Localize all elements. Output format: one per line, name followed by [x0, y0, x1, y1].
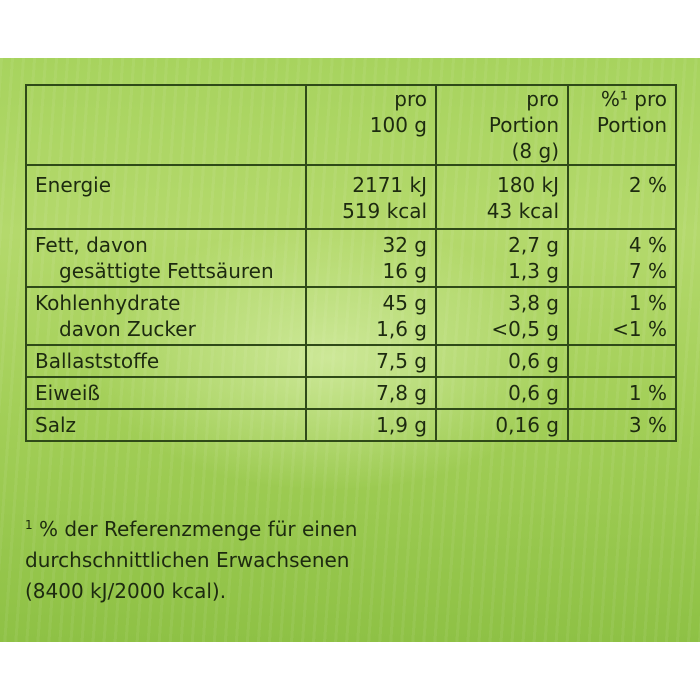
- cell-per-100g: 7,5 g: [305, 344, 437, 378]
- table-row-fett: Fett, davon gesättigte Fettsäuren 32 g 1…: [25, 228, 677, 288]
- row-label-line: Energie: [35, 173, 112, 197]
- row-label: Ballaststoffe: [25, 344, 307, 378]
- row-label: Eiweiß: [25, 376, 307, 410]
- row-label-line: Salz: [35, 413, 77, 437]
- cell-value: 7,5 g: [376, 349, 427, 373]
- header-line: %¹ pro: [600, 87, 667, 111]
- cell-value: 2 %: [628, 173, 667, 197]
- cell-percent: [567, 344, 677, 378]
- nutrition-table: pro 100 g pro Portion (8 g) %¹ pro Porti…: [25, 84, 677, 442]
- cell-value: 32 g: [382, 233, 427, 257]
- cell-value: 3,8 g: [508, 291, 559, 315]
- cell-percent: 3 %: [567, 408, 677, 442]
- cell-value: 43 kcal: [486, 199, 559, 223]
- footnote-marker: 1: [25, 518, 33, 532]
- cell-value: 0,16 g: [495, 413, 559, 437]
- table-header-row: pro 100 g pro Portion (8 g) %¹ pro Porti…: [25, 84, 677, 166]
- footnote-text: % der Referenzmenge für einen: [39, 517, 358, 541]
- row-label: Kohlenhydrate davon Zucker: [25, 286, 307, 346]
- header-line: Portion: [596, 113, 667, 137]
- cell-percent: 1 % <1 %: [567, 286, 677, 346]
- cell-value: 519 kcal: [342, 199, 427, 223]
- cell-per-portion: 3,8 g <0,5 g: [435, 286, 569, 346]
- row-label-line: Fett, davon: [35, 233, 148, 257]
- cell-per-portion: 0,16 g: [435, 408, 569, 442]
- row-label-line: Ballaststoffe: [35, 349, 160, 373]
- row-label-line: Eiweiß: [35, 381, 101, 405]
- cell-value: 7,8 g: [376, 381, 427, 405]
- cell-percent: 4 % 7 %: [567, 228, 677, 288]
- cell-value: 1,6 g: [376, 317, 427, 341]
- cell-per-portion: 2,7 g 1,3 g: [435, 228, 569, 288]
- footnote-line: durchschnittlichen Erwachsenen: [25, 548, 350, 572]
- cell-value: 45 g: [382, 291, 427, 315]
- header-line: (8 g): [511, 139, 559, 163]
- cell-value: 1 %: [628, 291, 667, 315]
- table-row-kohlenhydrate: Kohlenhydrate davon Zucker 45 g 1,6 g 3,…: [25, 286, 677, 346]
- row-sublabel-line: gesättigte Fettsäuren: [59, 259, 274, 283]
- footnote: 1 % der Referenzmenge für einen durchsch…: [25, 514, 675, 607]
- row-sublabel-line: davon Zucker: [59, 317, 196, 341]
- cell-value: 4 %: [628, 233, 667, 257]
- header-percent-portion: %¹ pro Portion: [567, 84, 677, 166]
- cell-value: 7 %: [628, 259, 667, 283]
- footnote-line: (8400 kJ/2000 kcal).: [25, 579, 227, 603]
- cell-percent: 1 %: [567, 376, 677, 410]
- row-label: Energie: [25, 164, 307, 230]
- cell-value: <0,5 g: [491, 317, 559, 341]
- cell-value: 2,7 g: [508, 233, 559, 257]
- table-row-ballaststoffe: Ballaststoffe 7,5 g 0,6 g: [25, 344, 677, 378]
- row-label: Fett, davon gesättigte Fettsäuren: [25, 228, 307, 288]
- cell-per-portion: 0,6 g: [435, 344, 569, 378]
- cell-per-portion: 180 kJ 43 kcal: [435, 164, 569, 230]
- cell-value: <1 %: [612, 317, 667, 341]
- row-label: Salz: [25, 408, 307, 442]
- cell-per-100g: 1,9 g: [305, 408, 437, 442]
- table-row-salz: Salz 1,9 g 0,16 g 3 %: [25, 408, 677, 442]
- cell-per-100g: 2171 kJ 519 kcal: [305, 164, 437, 230]
- table-row-eiweiss: Eiweiß 7,8 g 0,6 g 1 %: [25, 376, 677, 410]
- header-line: 100 g: [369, 113, 427, 137]
- header-per-portion: pro Portion (8 g): [435, 84, 569, 166]
- header-line: Portion: [488, 113, 559, 137]
- row-label-line: Kohlenhydrate: [35, 291, 181, 315]
- cell-value: 180 kJ: [496, 173, 559, 197]
- cell-value: 1 %: [628, 381, 667, 405]
- header-line: pro: [526, 87, 559, 111]
- cell-per-100g: 7,8 g: [305, 376, 437, 410]
- header-per-100g: pro 100 g: [305, 84, 437, 166]
- cell-value: 1,3 g: [508, 259, 559, 283]
- footnote-line: 1 % der Referenzmenge für einen: [25, 514, 675, 545]
- cell-value: 3 %: [628, 413, 667, 437]
- cell-value: 0,6 g: [508, 349, 559, 373]
- cell-value: 2171 kJ: [352, 173, 427, 197]
- cell-value: 0,6 g: [508, 381, 559, 405]
- table-row-energie: Energie 2171 kJ 519 kcal 180 kJ 43 kcal …: [25, 164, 677, 230]
- cell-per-portion: 0,6 g: [435, 376, 569, 410]
- cell-percent: 2 %: [567, 164, 677, 230]
- header-nutrient: [25, 84, 307, 166]
- cell-value: 1,9 g: [376, 413, 427, 437]
- cell-per-100g: 32 g 16 g: [305, 228, 437, 288]
- cell-per-100g: 45 g 1,6 g: [305, 286, 437, 346]
- header-line: pro: [394, 87, 427, 111]
- cell-value: 16 g: [382, 259, 427, 283]
